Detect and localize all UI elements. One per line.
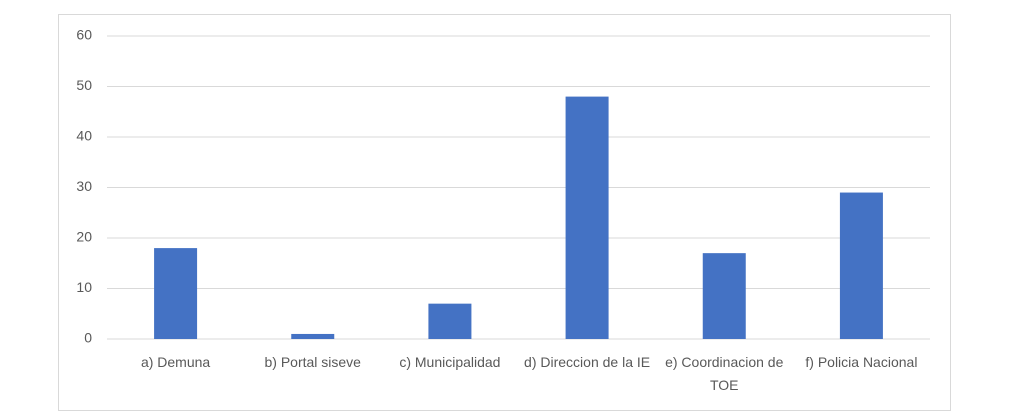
y-tick-label: 40 [76, 128, 92, 144]
y-tick-label: 60 [76, 27, 92, 43]
x-tick-label: d) Direccion de la IE [524, 354, 651, 370]
x-tick-label: b) Portal siseve [264, 354, 361, 370]
x-tick-label: f) Policia Nacional [805, 354, 918, 370]
y-tick-label: 50 [76, 77, 92, 93]
y-tick-label: 30 [76, 178, 92, 194]
x-tick-label: e) Coordinacion de TOE [665, 354, 784, 393]
y-tick-label: 10 [76, 279, 92, 295]
y-tick-label: 0 [84, 330, 92, 346]
bar [839, 192, 883, 339]
bar [565, 96, 609, 339]
bar [428, 303, 472, 339]
bar [154, 248, 198, 339]
y-tick-label: 20 [76, 229, 92, 245]
bar [702, 253, 746, 339]
x-tick-label: a) Demuna [140, 354, 211, 370]
bar [291, 333, 335, 339]
x-tick-label: c) Municipalidad [399, 354, 501, 370]
chart-border [58, 14, 951, 411]
